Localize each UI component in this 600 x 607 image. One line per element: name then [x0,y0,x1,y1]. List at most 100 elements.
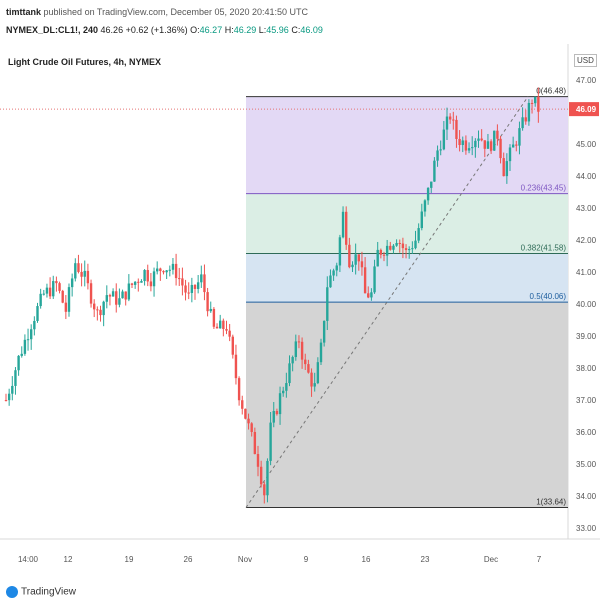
candle-body [502,158,505,177]
candle-body [33,320,36,330]
candle-body [23,339,27,354]
y-tick-label: 45.00 [576,140,597,149]
x-tick-label: 23 [421,555,430,564]
candle-body [209,308,212,312]
candle-body [345,211,348,245]
candle-body [193,284,197,289]
candle-body [319,342,323,363]
candle-body [225,328,228,331]
candle-body [373,266,376,293]
candle-body [297,341,301,343]
quote-line: NYMEX_DL:CL1!, 240 46.26 +0.62 (+1.36%) … [6,25,323,35]
tradingview-logo[interactable]: TradingView [6,586,76,598]
candle-body [146,270,149,282]
candle-body [247,418,250,424]
candle-body [515,144,518,146]
candle-body [385,245,389,256]
currency-label[interactable]: USD [574,54,597,67]
candle-body [348,244,351,268]
candle-body [354,254,357,265]
candle-body [461,140,464,146]
candle-body [288,363,291,384]
candle-body [389,245,392,250]
candle-body [93,303,96,310]
candle-body [178,278,181,280]
candle-body [442,129,446,150]
candle-body [496,130,499,139]
candle-body [477,138,480,141]
y-tick-label: 34.00 [576,492,597,501]
candle-body [524,117,527,122]
candle-body [83,270,86,277]
candle-body [105,295,108,302]
candle-body [124,291,127,300]
candle-body [152,271,156,287]
candle-body [455,119,458,139]
candle-body [20,353,23,356]
candle-body [77,263,80,272]
candle-body [527,102,531,122]
candle-body [222,320,225,329]
candle-body [42,293,45,295]
chart-header: timttank published on TradingView.com, D… [0,0,600,40]
candle-body [259,466,263,485]
candle-body [395,242,398,246]
author-name[interactable]: timttank [6,7,42,17]
fib-level-label: 0.382(41.58) [521,243,567,252]
symbol-label[interactable]: NYMEX_DL:CL1!, 240 [6,25,99,35]
candle-body [408,249,411,251]
candle-body [291,357,294,364]
y-tick-label: 37.00 [576,396,597,405]
x-tick-label: 7 [537,555,542,564]
candle-body [102,301,105,316]
x-tick-label: 12 [64,555,73,564]
candle-body [436,150,439,161]
publish-line: timttank published on TradingView.com, D… [6,7,308,17]
y-tick-label: 47.00 [576,76,597,85]
price-chart[interactable]: 0(46.48) 0.236(43.45) 0.382(41.58) 0.5(40.0… [0,44,600,584]
candle-body [282,390,285,394]
candle-body [285,383,288,391]
candle-body [370,292,373,298]
y-tick-label: 39.00 [576,332,597,341]
candle-body [137,281,140,283]
candle-body [530,102,534,104]
last-price: 46.26 [100,25,124,35]
close-label: C: [291,25,301,35]
candle-body [326,287,329,321]
candle-body [171,263,175,270]
candle-body [307,364,310,373]
candle-body [133,281,137,285]
candle-body [404,248,408,251]
fib-level-label: 0(46.48) [536,87,566,96]
candle-body [269,422,272,461]
candle-body [17,355,20,371]
price-badge-text: 46.09 [576,105,597,114]
candle-body [11,385,14,394]
chart-footer: TradingView [0,585,600,607]
candle-body [127,283,131,300]
candle-body [360,261,364,268]
candle-body [357,254,360,262]
candle-body [398,242,401,244]
candle-body [156,268,159,272]
fib-level-label: 0.5(40.06) [530,292,567,301]
candle-body [215,326,219,329]
candle-body [329,275,332,288]
candle-body [471,147,474,149]
candle-body [458,138,461,146]
candle-body [363,267,367,294]
candle-body [67,287,71,312]
candle-body [187,292,190,294]
y-tick-label: 41.00 [576,268,597,277]
candle-body [121,291,124,299]
x-tick-label: Nov [238,555,252,564]
candle-body [341,211,345,238]
chart-panel[interactable]: 0(46.48) 0.236(43.45) 0.382(41.58) 0.5(40.0… [0,44,600,584]
candle-body [278,393,282,415]
candle-body [256,454,260,467]
candle-body [219,320,222,329]
candle-body [537,96,540,112]
candle-body [505,161,509,177]
candle-body [411,248,414,250]
